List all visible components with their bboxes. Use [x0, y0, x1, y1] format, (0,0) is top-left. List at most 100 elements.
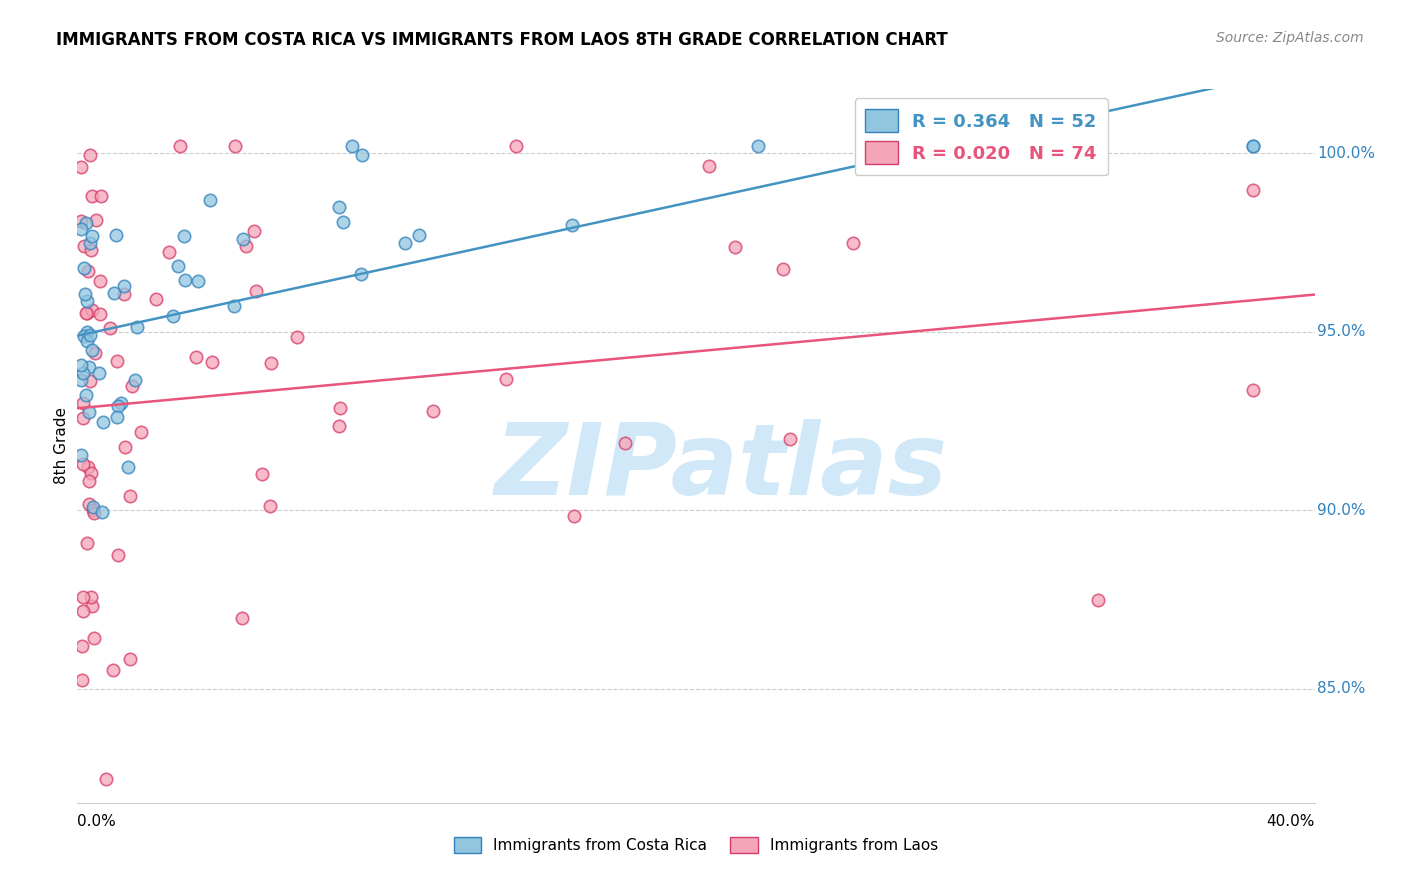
Point	[1087, 593, 1109, 607]
Point	[198, 193, 221, 207]
Point	[342, 139, 364, 153]
Point	[1241, 383, 1264, 397]
Point	[83, 345, 105, 359]
Point	[79, 475, 101, 489]
Point	[69, 160, 91, 174]
Point	[779, 432, 801, 446]
Point	[80, 229, 103, 244]
Point	[101, 663, 124, 677]
Point	[187, 274, 209, 288]
Point	[129, 425, 152, 439]
Point	[75, 306, 97, 320]
Point	[89, 307, 111, 321]
Point	[105, 354, 128, 368]
Point	[259, 499, 281, 513]
Point	[104, 227, 127, 242]
Point	[82, 500, 104, 514]
Point	[79, 327, 101, 342]
Point	[90, 188, 112, 202]
Point	[79, 404, 101, 418]
Point	[505, 139, 527, 153]
Point	[105, 410, 128, 425]
Point	[107, 548, 129, 562]
Point	[169, 139, 191, 153]
Text: 90.0%: 90.0%	[1317, 503, 1365, 517]
Point	[167, 259, 190, 273]
Point	[245, 284, 267, 298]
Point	[114, 440, 136, 454]
Point	[772, 262, 794, 277]
Point	[89, 274, 111, 288]
Point	[329, 401, 352, 415]
Point	[77, 359, 100, 374]
Point	[842, 236, 865, 251]
Point	[235, 239, 257, 253]
Point	[110, 396, 132, 410]
Point	[107, 399, 129, 413]
Point	[724, 239, 747, 253]
Point	[72, 457, 94, 471]
Point	[70, 373, 93, 387]
Point	[561, 218, 583, 232]
Point	[174, 273, 197, 287]
Point	[73, 329, 96, 343]
Point	[79, 236, 101, 251]
Point	[120, 489, 142, 503]
Point	[747, 139, 769, 153]
Point	[72, 410, 94, 425]
Point	[697, 159, 720, 173]
Point	[87, 366, 110, 380]
Point	[243, 224, 266, 238]
Text: 40.0%: 40.0%	[1267, 814, 1315, 829]
Point	[328, 418, 350, 433]
Point	[124, 373, 146, 387]
Point	[350, 268, 373, 282]
Point	[69, 358, 91, 372]
Point	[422, 404, 444, 418]
Point	[82, 503, 104, 517]
Point	[120, 652, 142, 666]
Point	[70, 214, 93, 228]
Point	[79, 375, 101, 389]
Point	[1241, 139, 1264, 153]
Point	[72, 366, 94, 380]
Point	[91, 505, 114, 519]
Point	[72, 395, 94, 409]
Point	[125, 319, 148, 334]
Point	[75, 287, 97, 301]
Text: 85.0%: 85.0%	[1317, 681, 1365, 696]
Point	[80, 599, 103, 613]
Point	[1241, 184, 1264, 198]
Point	[77, 459, 100, 474]
Point	[83, 631, 105, 645]
Text: 95.0%: 95.0%	[1317, 325, 1365, 339]
Point	[112, 286, 135, 301]
Point	[80, 591, 103, 605]
Legend: Immigrants from Costa Rica, Immigrants from Laos: Immigrants from Costa Rica, Immigrants f…	[447, 831, 945, 859]
Point	[93, 415, 115, 429]
Point	[162, 309, 184, 323]
Point	[184, 350, 207, 364]
Point	[1241, 139, 1264, 153]
Point	[80, 189, 103, 203]
Point	[994, 139, 1017, 153]
Point	[260, 356, 283, 370]
Point	[70, 448, 93, 462]
Point	[224, 299, 246, 313]
Point	[564, 508, 586, 523]
Point	[495, 372, 517, 386]
Point	[82, 303, 104, 318]
Point	[80, 343, 103, 357]
Y-axis label: 8th Grade: 8th Grade	[53, 408, 69, 484]
Point	[394, 235, 416, 250]
Point	[73, 239, 96, 253]
Text: Source: ZipAtlas.com: Source: ZipAtlas.com	[1216, 31, 1364, 45]
Point	[352, 148, 374, 162]
Point	[332, 215, 354, 229]
Point	[224, 139, 246, 153]
Point	[84, 212, 107, 227]
Point	[76, 536, 98, 550]
Point	[94, 772, 117, 786]
Point	[117, 460, 139, 475]
Text: 0.0%: 0.0%	[77, 814, 117, 829]
